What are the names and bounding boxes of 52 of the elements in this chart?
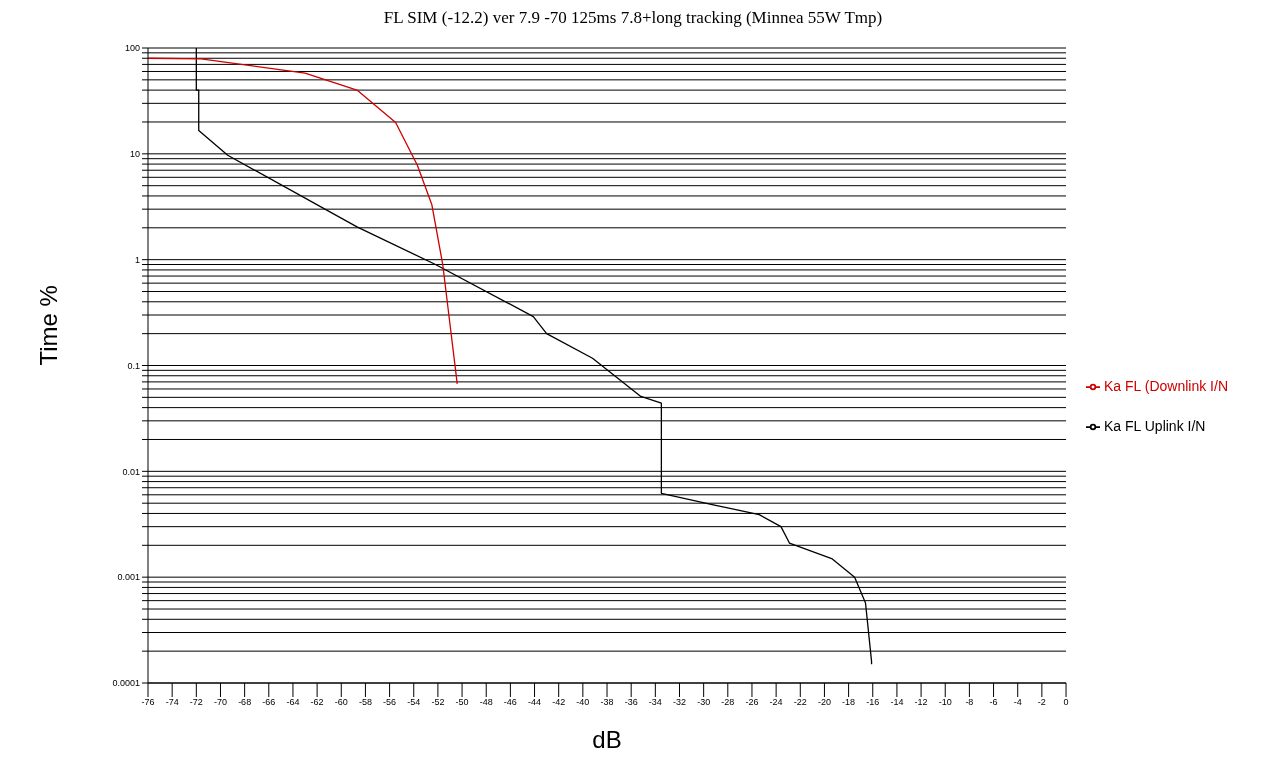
chart-title: FL SIM (-12.2) ver 7.9 -70 125ms 7.8+long tracking (Minnea 55W Tmp) <box>382 8 884 29</box>
y-axis-title: Time % <box>34 285 62 366</box>
x-tick-label: -64 <box>286 697 300 708</box>
x-tick-label: -40 <box>576 697 590 708</box>
x-tick-label: -52 <box>431 697 445 708</box>
line-series <box>148 57 458 385</box>
y-tick-label: 100 <box>124 43 140 54</box>
x-tick-label: -22 <box>793 697 807 708</box>
x-tick-label: -76 <box>141 697 155 708</box>
x-tick-label: -48 <box>479 697 493 708</box>
x-tick-label: -66 <box>262 697 276 708</box>
x-tick-label: -4 <box>1013 697 1022 708</box>
legend-label: Ka FL Uplink I/N <box>1104 417 1206 434</box>
x-tick-label: -10 <box>938 697 952 708</box>
x-tick-label: -62 <box>310 697 324 708</box>
x-tick-label: -50 <box>455 697 469 708</box>
x-tick-label: -24 <box>769 697 783 708</box>
x-tick-label: -2 <box>1037 697 1046 708</box>
x-tick-label: -28 <box>721 697 735 708</box>
y-tick-label: 10 <box>129 149 140 160</box>
legend-label: Ka FL (Downlink I/N <box>1104 377 1228 394</box>
y-tick-label: 0.001 <box>117 572 140 583</box>
x-tick-label: -70 <box>213 697 227 708</box>
x-tick-label: -54 <box>407 697 421 708</box>
x-tick-label: -68 <box>238 697 252 708</box>
x-tick-label: -46 <box>503 697 517 708</box>
x-axis-title: dB <box>592 726 622 753</box>
x-tick-label: -38 <box>600 697 614 708</box>
y-tick-label: 1 <box>134 254 140 265</box>
y-tick-label: 0.0001 <box>112 678 140 689</box>
x-tick-label: -58 <box>358 697 372 708</box>
x-tick-label: 0 <box>1063 697 1069 708</box>
x-tick-label: -42 <box>552 697 566 708</box>
x-tick-label: -72 <box>189 697 203 708</box>
x-tick-label: -20 <box>817 697 831 708</box>
x-tick-label: -56 <box>383 697 397 708</box>
x-tick-label: -26 <box>745 697 759 708</box>
x-tick-label: -30 <box>697 697 711 708</box>
x-tick-label: -8 <box>965 697 974 708</box>
x-tick-label: -74 <box>165 697 179 708</box>
x-tick-label: -12 <box>914 697 928 708</box>
x-tick-label: -60 <box>334 697 348 708</box>
x-tick-label: -32 <box>672 697 686 708</box>
y-tick-label: 0.01 <box>122 466 140 477</box>
x-tick-label: -44 <box>528 697 542 708</box>
x-tick-label: -6 <box>989 697 998 708</box>
x-tick-label: -34 <box>648 697 662 708</box>
y-tick-label: 0.1 <box>127 360 140 371</box>
x-tick-label: -14 <box>890 697 904 708</box>
x-tick-label: -16 <box>866 697 880 708</box>
x-tick-label: -18 <box>842 697 856 708</box>
x-tick-label: -36 <box>624 697 638 708</box>
